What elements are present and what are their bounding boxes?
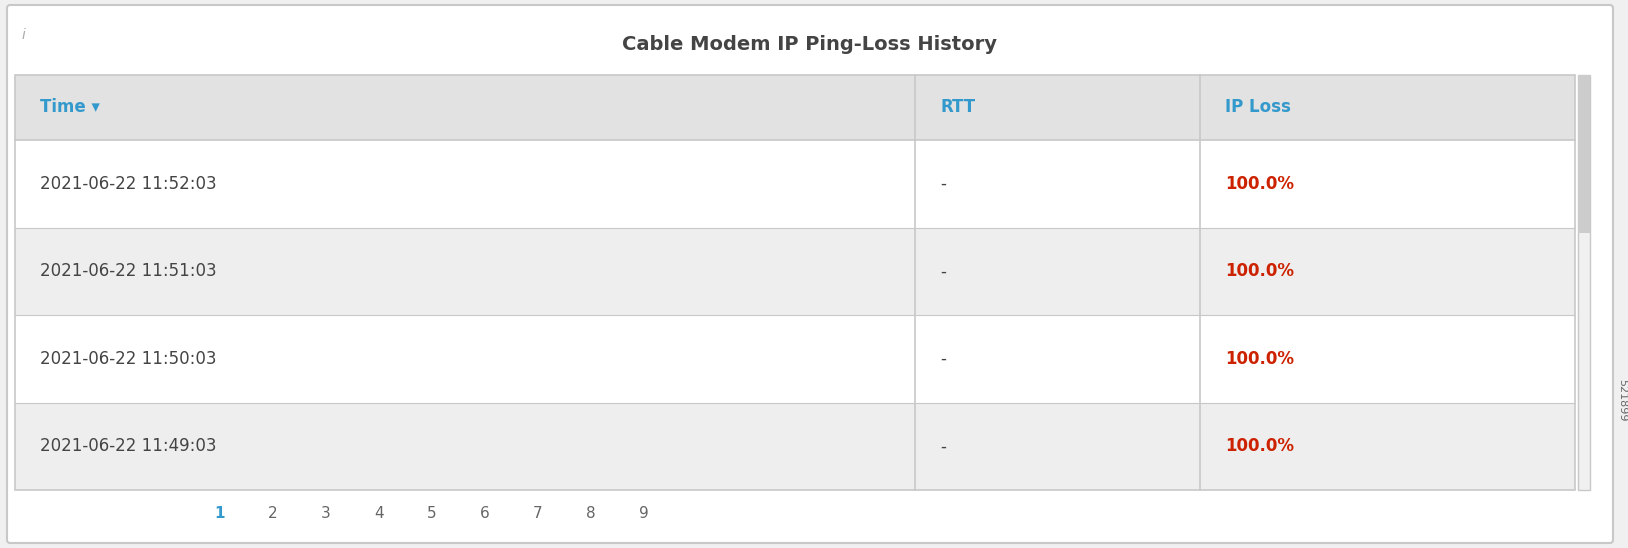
Text: Cable Modem IP Ping-Loss History: Cable Modem IP Ping-Loss History — [622, 35, 998, 54]
Text: 3: 3 — [321, 505, 330, 521]
Text: 100.0%: 100.0% — [1224, 262, 1294, 280]
Text: -: - — [939, 437, 946, 455]
Text: 2021-06-22 11:52:03: 2021-06-22 11:52:03 — [41, 175, 217, 193]
Text: 100.0%: 100.0% — [1224, 175, 1294, 193]
Text: 2021-06-22 11:51:03: 2021-06-22 11:51:03 — [41, 262, 217, 280]
Text: 6: 6 — [480, 505, 490, 521]
Text: Time ▾: Time ▾ — [41, 99, 99, 117]
Bar — [1578, 75, 1591, 233]
Bar — [1578, 75, 1591, 490]
Text: 2021-06-22 11:49:03: 2021-06-22 11:49:03 — [41, 437, 217, 455]
Text: 100.0%: 100.0% — [1224, 350, 1294, 368]
Text: -: - — [939, 350, 946, 368]
Text: 2: 2 — [269, 505, 278, 521]
Bar — [15, 75, 1574, 490]
Bar — [15, 315, 1574, 402]
Text: RTT: RTT — [939, 99, 975, 117]
Text: 9: 9 — [640, 505, 650, 521]
Text: 8: 8 — [586, 505, 596, 521]
Bar — [15, 140, 1574, 227]
Text: 1: 1 — [215, 505, 225, 521]
Text: i: i — [23, 28, 26, 42]
Text: 2021-06-22 11:50:03: 2021-06-22 11:50:03 — [41, 350, 217, 368]
Bar — [15, 227, 1574, 315]
Text: -: - — [939, 175, 946, 193]
Text: 5: 5 — [427, 505, 436, 521]
Bar — [15, 75, 1574, 140]
Text: 521899: 521899 — [1617, 379, 1626, 421]
Text: 100.0%: 100.0% — [1224, 437, 1294, 455]
Text: IP Loss: IP Loss — [1224, 99, 1291, 117]
Text: 4: 4 — [374, 505, 384, 521]
Text: 7: 7 — [534, 505, 542, 521]
Text: -: - — [939, 262, 946, 280]
Bar — [15, 402, 1574, 490]
FancyBboxPatch shape — [7, 5, 1613, 543]
